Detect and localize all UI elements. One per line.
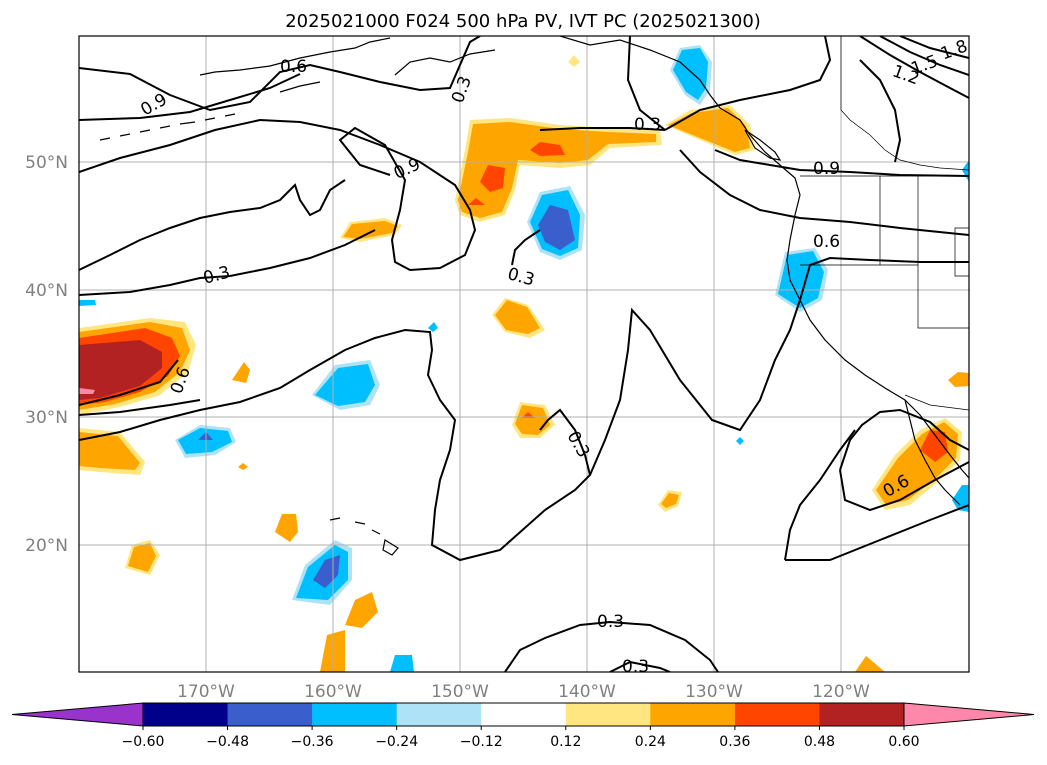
lat-label: 30°N [25,408,68,428]
lat-label: 50°N [25,153,68,173]
colorbar-segment [481,703,567,726]
shade-west-max [79,388,95,394]
map-area: 0.6 0.9 0.3 0.9 0.3 0.3 0.9 1.2 1.5 1.8 … [79,36,969,677]
colorbar-segment [227,703,313,726]
colorbar-extend-high [903,702,1035,727]
colorbar-tick-label: 0.24 [635,734,666,750]
colorbar-tick-label: −0.36 [291,734,334,750]
lon-label: 120°W [812,682,870,702]
colorbar-tick-label: −0.12 [460,734,503,750]
colorbar-tick-label: 0.12 [550,734,581,750]
graticule [79,36,969,672]
colorbar-tick-label: 0.60 [888,734,919,750]
contour-label: 0.6 [280,57,307,77]
pv-contours [79,36,969,672]
map-frame [78,35,970,673]
colorbar-tick-label: 0.36 [719,734,750,750]
lon-label: 140°W [558,682,616,702]
colorbar-segment [734,703,820,726]
colorbar-tick-label: −0.60 [122,734,165,750]
colorbar-segment [650,703,736,726]
colorbar-segment [312,703,398,726]
colorbar-tick-label: −0.48 [206,734,249,750]
colorbar-segment [396,703,482,726]
lon-label: 170°W [177,682,235,702]
lon-label: 160°W [304,682,362,702]
colorbar: −0.60 −0.48 −0.36 −0.24 −0.12 0.12 0.24 0.36 0.4… [11,702,1035,750]
longitude-labels: 170°W 160°W 150°W 140°W 130°W 120°W [177,682,870,702]
contour-label: 0.9 [813,159,840,179]
lon-label: 150°W [431,682,489,702]
lat-label: 20°N [25,536,68,556]
colorbar-tick-label: −0.24 [375,734,418,750]
figure-title: 2025021000 F024 500 hPa PV, IVT PC (2025… [285,11,761,32]
lat-label: 40°N [25,281,68,301]
pv-anomaly-shading [79,45,969,672]
colorbar-frame [142,702,905,727]
shade-west-vstrong [79,340,162,400]
contour-label: 0.3 [634,115,661,135]
colorbar-segment [143,703,229,726]
lon-label: 130°W [685,682,743,702]
colorbar-segment [819,703,905,726]
colorbar-tick-label: 0.48 [804,734,835,750]
contour-label: 0.6 [813,232,840,252]
colorbar-segment [565,703,651,726]
contour-label: 0.3 [597,612,624,632]
contour-label: 0.3 [622,657,649,677]
latitude-labels: 50°N 40°N 30°N 20°N [25,153,68,556]
colorbar-extend-low [11,702,144,727]
